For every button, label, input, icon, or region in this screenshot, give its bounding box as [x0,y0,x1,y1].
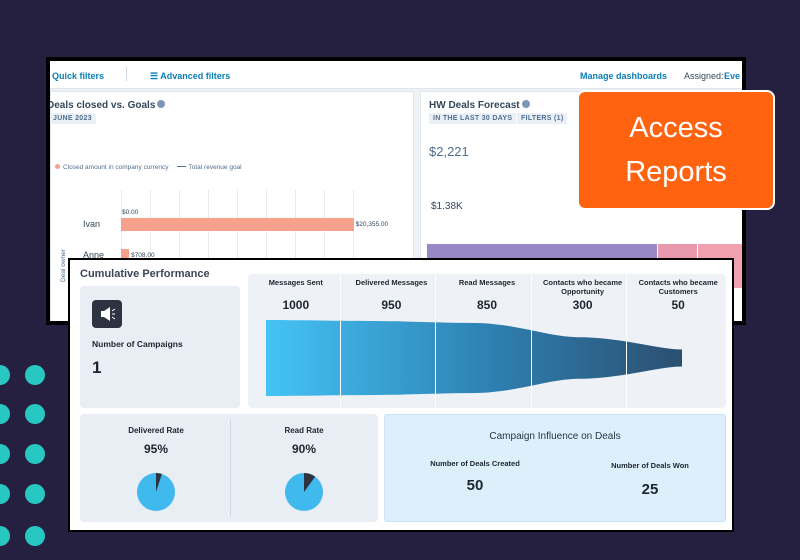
funnel-stage-value: 50 [671,298,685,312]
cumulative-title: Cumulative Performance [80,268,210,280]
pie-remainder-slice [156,473,162,492]
deals-created-label: Number of Deals Created [430,459,520,468]
goal-label: $0.00 [122,209,139,216]
badge-line-2: Reports [625,156,727,188]
legend-dot-icon [55,164,60,169]
date-tag: JUNE 2023 [50,113,96,124]
dot [25,484,45,504]
y-axis-label: Deal owner [59,249,67,282]
campaigns-value: 1 [92,358,102,377]
deals-goals-title: Deals closed vs. Goals [50,100,166,111]
dot [0,404,10,424]
divider [435,274,437,408]
info-icon [157,100,166,108]
info-icon [521,100,530,108]
divider [339,274,341,408]
legend-line-icon [176,166,186,167]
owner-label: Anne [83,250,105,260]
manage-dashboards-link[interactable]: Manage dashboards [580,71,668,81]
delivered-rate-label: Delivered Rate [128,426,184,435]
gridline [179,190,180,321]
bar-value-label: $20,355.00 [355,221,389,228]
campaigns-label: Number of Campaigns [92,339,183,349]
funnel-stage-label: Read Messages [458,278,516,287]
assigned-value[interactable]: Eve [724,71,741,81]
advanced-filters-link[interactable]: ☰ Advanced filters [150,71,231,81]
read-rate-value: 90% [291,442,317,456]
assigned-label: Assigned: [684,71,724,81]
campaigns-panel: Number of Campaigns 1 [80,286,240,408]
pie-remainder-slice [304,473,316,492]
access-reports-badge[interactable]: Access Reports [577,90,775,210]
date-tag[interactable]: IN THE LAST 30 DAYS [429,113,517,124]
dot [0,526,10,546]
bar-value-label: $708.00 [131,252,155,259]
delivered-rate-value: 95% [143,442,169,456]
funnel-panel: Messages Sent 1000 Delivered Messages 950 Re… [248,274,726,408]
forecast-subtotal: $1.38K [431,201,463,212]
funnel-stage-value: 850 [476,298,497,312]
filter-icon: ☰ [150,71,161,81]
divider [626,274,628,408]
dot [25,526,45,546]
dot [0,484,10,504]
gridline [295,190,296,321]
gridline [150,190,151,321]
forecast-title: HW Deals Forecast [429,100,530,111]
owner-label: Ivan [83,219,101,229]
gridline [208,190,209,321]
chart-legend: Closed amount in company currency Total r… [55,164,242,171]
funnel-stage-value: 300 [572,298,593,312]
deals-won-value: 25 [641,481,659,498]
divider [230,420,231,516]
gridline [237,190,238,321]
dot [0,444,10,464]
funnel-stage-label: Delivered Messages [355,278,428,287]
filters-tag[interactable]: FILTERS (1) [517,113,568,124]
influence-title: Campaign Influence on Deals [489,431,621,442]
dot [0,365,10,385]
deals-created-value: 50 [466,477,484,494]
quick-filters-link[interactable]: Quick filters [52,71,105,81]
dot [25,365,45,385]
gridline [266,190,267,321]
funnel-stage-label: Messages Sent [268,278,323,287]
rates-panel: Delivered Rate 95% Read Rate 90% [80,414,378,522]
divider [126,67,127,81]
dot [25,404,45,424]
cumulative-performance-screenshot: Cumulative Performance Number of Campaig… [68,258,734,532]
filter-bar: Quick filters ☰ Advanced filters Manage … [50,61,742,89]
forecast-total: $2,221 [429,144,469,159]
bar[interactable] [121,249,130,262]
dot [25,444,45,464]
read-rate-label: Read Rate [284,426,324,435]
funnel-stage-value: 950 [381,298,402,312]
campaign-influence-panel: Campaign Influence on Deals Number of De… [384,414,726,522]
funnel-shape [266,320,682,396]
gridline [324,190,325,321]
gridline [353,190,354,321]
funnel-stage-value: 1000 [282,298,310,312]
funnel-stage-label: Contacts who became Opportunity [543,278,623,296]
funnel-stage-label: Contacts who became Customers [638,278,718,296]
megaphone-icon [92,300,122,328]
read-rate-pie [285,473,323,511]
deals-won-label: Number of Deals Won [611,461,689,470]
funnel-chart [266,320,682,396]
delivered-rate-pie [137,473,175,511]
badge-line-1: Access [629,112,723,144]
divider [530,274,532,408]
bar[interactable] [121,218,354,231]
